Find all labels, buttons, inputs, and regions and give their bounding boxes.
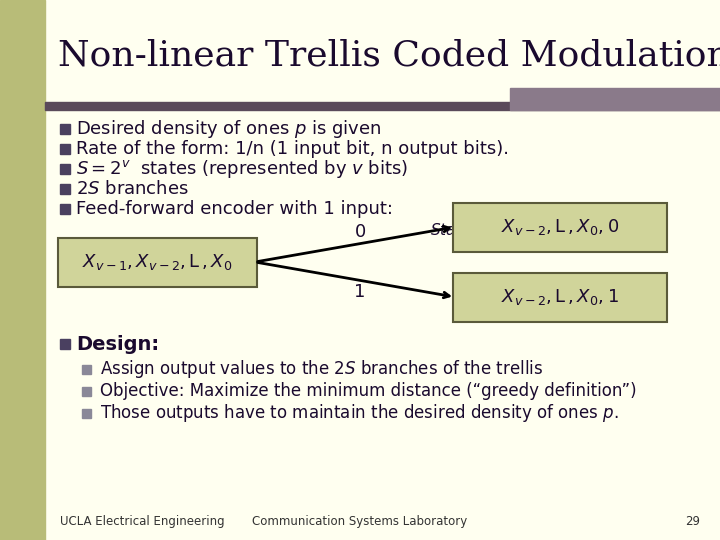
Text: State at time $t$:: State at time $t$: — [95, 237, 212, 253]
Bar — [60, 339, 70, 349]
Text: Communication Systems Laboratory: Communication Systems Laboratory — [253, 515, 467, 528]
Bar — [0, 0, 45, 540]
Text: Desired density of ones $p$ is given: Desired density of ones $p$ is given — [76, 118, 382, 140]
Text: 0: 0 — [354, 223, 366, 241]
Text: State at time $(t+1)$:: State at time $(t+1)$: — [430, 221, 587, 239]
FancyBboxPatch shape — [453, 203, 667, 252]
Text: $X_{v-2}, \mathsf{L}\,, X_0, 0$: $X_{v-2}, \mathsf{L}\,, X_0, 0$ — [501, 217, 619, 237]
Bar — [60, 204, 70, 214]
Text: Those outputs have to maintain the desired density of ones $p$.: Those outputs have to maintain the desir… — [100, 402, 618, 424]
Bar — [45, 102, 720, 110]
Text: Feed-forward encoder with 1 input:: Feed-forward encoder with 1 input: — [76, 200, 393, 218]
Bar — [82, 408, 91, 417]
Text: Design:: Design: — [76, 334, 159, 354]
Bar — [82, 364, 91, 374]
Bar — [60, 184, 70, 194]
Text: 2$S$ branches: 2$S$ branches — [76, 180, 189, 198]
Text: 29: 29 — [685, 515, 700, 528]
Text: Non-linear Trellis Coded Modulation: Non-linear Trellis Coded Modulation — [58, 38, 720, 72]
Bar — [60, 124, 70, 134]
FancyBboxPatch shape — [58, 238, 257, 287]
Text: Rate of the form: 1/n (1 input bit, n output bits).: Rate of the form: 1/n (1 input bit, n ou… — [76, 140, 509, 158]
Bar — [82, 387, 91, 395]
Text: Objective: Maximize the minimum distance (“greedy definition”): Objective: Maximize the minimum distance… — [100, 382, 636, 400]
Text: 1: 1 — [354, 283, 366, 301]
Bar — [510, 88, 720, 110]
Text: Assign output values to the 2$S$ branches of the trellis: Assign output values to the 2$S$ branche… — [100, 358, 544, 380]
Bar — [60, 144, 70, 154]
Text: UCLA Electrical Engineering: UCLA Electrical Engineering — [60, 515, 225, 528]
Text: $X_{v-1}, X_{v-2}, \mathsf{L}\,, X_0$: $X_{v-1}, X_{v-2}, \mathsf{L}\,, X_0$ — [82, 252, 233, 272]
Text: $S = 2^v$  states (represented by $v$ bits): $S = 2^v$ states (represented by $v$ bit… — [76, 158, 408, 180]
Text: $X_{v-2}, \mathsf{L}\,, X_0, 1$: $X_{v-2}, \mathsf{L}\,, X_0, 1$ — [501, 287, 619, 307]
FancyBboxPatch shape — [453, 273, 667, 322]
Bar — [60, 164, 70, 174]
